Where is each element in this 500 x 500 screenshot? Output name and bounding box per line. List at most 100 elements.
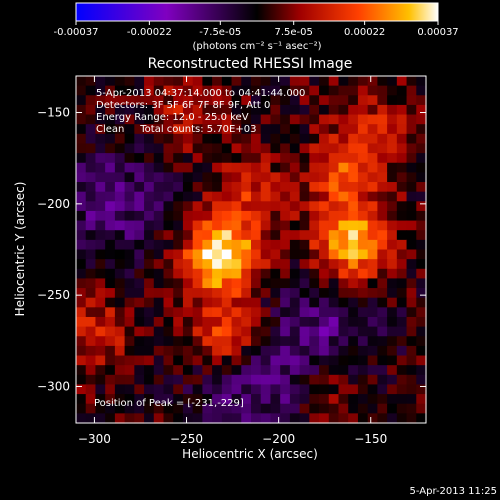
heatmap-cell: [153, 297, 165, 308]
colorbar-tick-label: 7.5e-05: [274, 27, 312, 38]
heatmap-cell: [299, 259, 310, 270]
heatmap-cell: [309, 288, 320, 299]
heatmap-cell: [299, 114, 310, 125]
heatmap-cell: [153, 191, 165, 202]
heatmap-cell: [357, 210, 369, 222]
heatmap-cell: [319, 162, 330, 173]
heatmap-cell: [377, 413, 388, 424]
heatmap-cell: [260, 249, 272, 260]
heatmap-cell: [192, 182, 203, 193]
heatmap-cell: [134, 210, 145, 222]
heatmap-cell: [406, 210, 417, 222]
heatmap-cell: [377, 297, 388, 308]
heatmap-cell: [348, 394, 359, 405]
heatmap-cell: [387, 239, 398, 251]
y-tick-label: −250: [37, 288, 70, 302]
heatmap-cell: [260, 268, 272, 280]
heatmap-cell: [396, 374, 408, 386]
heatmap-cell: [202, 182, 213, 193]
heatmap-cell: [280, 124, 291, 135]
heatmap-cell: [163, 268, 174, 280]
heatmap-cell: [319, 355, 330, 366]
heatmap-cell: [173, 182, 184, 193]
heatmap-cell: [309, 95, 320, 106]
heatmap-cell: [105, 336, 116, 347]
heatmap-cell: [85, 162, 97, 173]
heatmap-cell: [76, 172, 87, 183]
heatmap-cell: [328, 374, 340, 386]
heatmap-cell: [309, 326, 320, 337]
heatmap-cell: [319, 124, 330, 135]
heatmap-cell: [280, 172, 291, 183]
heatmap-cell: [163, 201, 174, 212]
heatmap-cell: [105, 172, 116, 183]
heatmap-cell: [153, 239, 165, 251]
heatmap-cell: [124, 268, 135, 280]
heatmap-cell: [377, 316, 388, 328]
heatmap-cell: [192, 230, 203, 241]
heatmap-cell: [114, 297, 126, 308]
heatmap-cell: [76, 182, 87, 193]
heatmap-cell: [319, 210, 330, 222]
heatmap-cell: [367, 143, 378, 154]
heatmap-cell: [416, 326, 427, 337]
heatmap-cell: [387, 278, 398, 289]
heatmap-cell: [396, 365, 408, 376]
heatmap-cell: [319, 316, 330, 328]
heatmap-cell: [231, 143, 242, 154]
heatmap-cell: [377, 278, 388, 289]
heatmap-cell: [153, 288, 165, 299]
heatmap-cell: [377, 374, 388, 386]
heatmap-cell: [231, 172, 242, 183]
heatmap-cell: [221, 230, 233, 241]
heatmap-cell: [396, 288, 408, 299]
heatmap-cell: [85, 268, 97, 280]
heatmap-cell: [416, 259, 427, 270]
heatmap-cell: [396, 124, 408, 135]
heatmap-cell: [270, 249, 281, 260]
heatmap-cell: [85, 201, 97, 212]
heatmap-cell: [85, 95, 97, 106]
heatmap-cell: [289, 345, 301, 357]
heatmap-cell: [280, 316, 291, 328]
heatmap-cell: [114, 336, 126, 347]
heatmap-cell: [348, 297, 359, 308]
heatmap-cell: [241, 230, 252, 241]
heatmap-cell: [192, 355, 203, 366]
heatmap-cell: [221, 374, 233, 386]
heatmap-cell: [319, 384, 330, 395]
heatmap-cell: [348, 95, 359, 106]
heatmap-cell: [396, 95, 408, 106]
heatmap-cell: [124, 413, 135, 424]
heatmap-cell: [241, 288, 252, 299]
heatmap-cell: [406, 85, 417, 96]
heatmap-cell: [299, 76, 310, 87]
heatmap-cell: [114, 239, 126, 251]
heatmap-cell: [202, 316, 213, 328]
heatmap-cell: [270, 201, 281, 212]
heatmap-cell: [260, 288, 272, 299]
heatmap-cell: [299, 182, 310, 193]
heatmap-cell: [299, 365, 310, 376]
heatmap-cell: [416, 210, 427, 222]
heatmap-cell: [406, 345, 417, 357]
heatmap-cell: [260, 297, 272, 308]
heatmap-cell: [289, 307, 301, 318]
heatmap-cell: [231, 114, 242, 125]
heatmap-cell: [76, 268, 87, 280]
heatmap-cell: [163, 172, 174, 183]
heatmap-cell: [328, 172, 340, 183]
heatmap-cell: [251, 124, 262, 135]
heatmap-cell: [309, 259, 320, 270]
heatmap-cell: [231, 104, 242, 116]
heatmap-cell: [270, 355, 281, 366]
heatmap-cell: [319, 172, 330, 183]
heatmap-cell: [367, 230, 378, 241]
heatmap-cell: [153, 76, 165, 87]
heatmap-cell: [212, 403, 223, 414]
heatmap-cell: [348, 365, 359, 376]
heatmap-cell: [270, 220, 281, 231]
heatmap-cell: [95, 104, 106, 116]
heatmap-cell: [251, 307, 262, 318]
heatmap-cell: [212, 153, 223, 164]
